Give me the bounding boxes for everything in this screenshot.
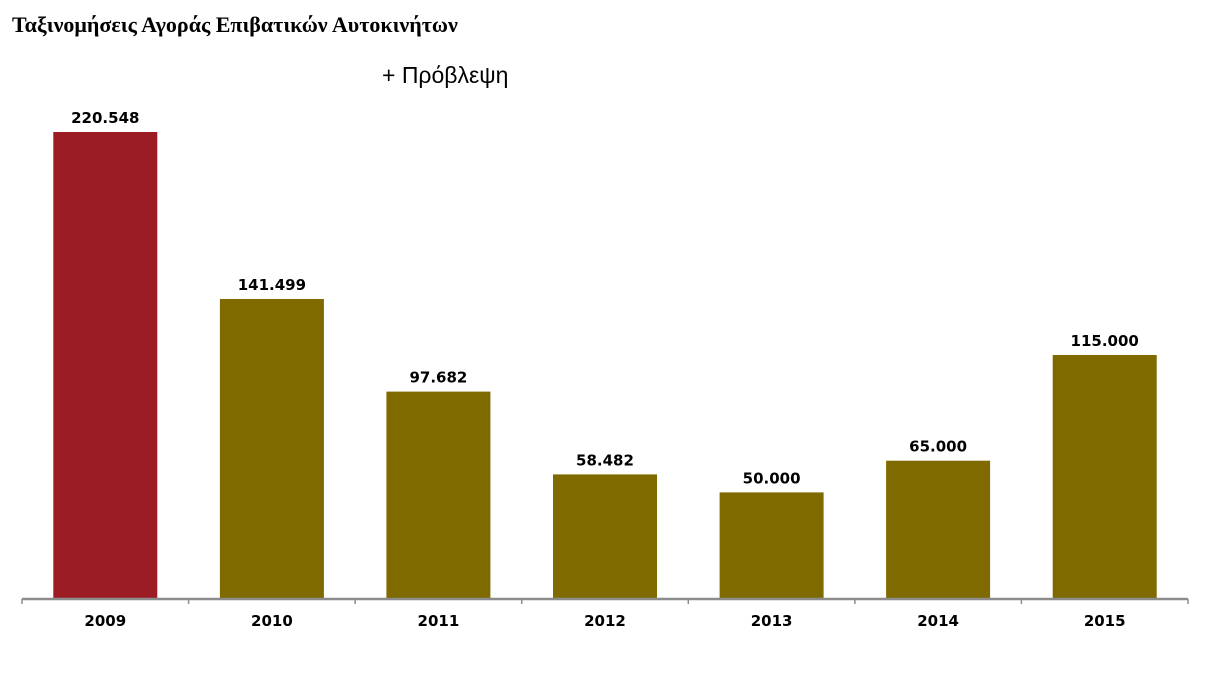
data-label-2013: 50.000 <box>743 469 801 487</box>
x-tick-label-2014: 2014 <box>917 612 959 630</box>
data-label-2014: 65.000 <box>909 438 967 456</box>
data-label-2010: 141.499 <box>238 276 306 294</box>
bar-2009 <box>53 132 158 598</box>
data-label-2009: 220.548 <box>71 109 139 127</box>
chart-title: Ταξινομήσεις Αγοράς Επιβατικών Αυτοκινήτ… <box>12 12 458 37</box>
x-tick-label-2015: 2015 <box>1084 612 1126 630</box>
x-axis <box>21 597 1189 604</box>
bar-2014 <box>886 460 991 598</box>
bar-2015 <box>1052 355 1157 598</box>
bar-2013 <box>719 492 824 598</box>
bar-2010 <box>219 299 324 598</box>
bar-2012 <box>553 474 657 598</box>
bar-2011 <box>386 391 491 598</box>
x-tick-label-2011: 2011 <box>418 612 460 630</box>
x-tick-label-2009: 2009 <box>84 612 126 630</box>
x-tick-label-2010: 2010 <box>251 612 293 630</box>
bars-layer <box>53 132 1157 598</box>
chart-subtitle: + Πρόβλεψη <box>382 62 509 88</box>
data-label-2012: 58.482 <box>576 451 634 469</box>
x-tick-label-2013: 2013 <box>751 612 793 630</box>
data-label-2011: 97.682 <box>409 369 467 387</box>
labels-layer: 220.548 2009 141.499 2010 97.682 2011 58.482 20… <box>71 109 1139 630</box>
data-label-2015: 115.000 <box>1071 332 1139 350</box>
x-tick-label-2012: 2012 <box>584 612 626 630</box>
